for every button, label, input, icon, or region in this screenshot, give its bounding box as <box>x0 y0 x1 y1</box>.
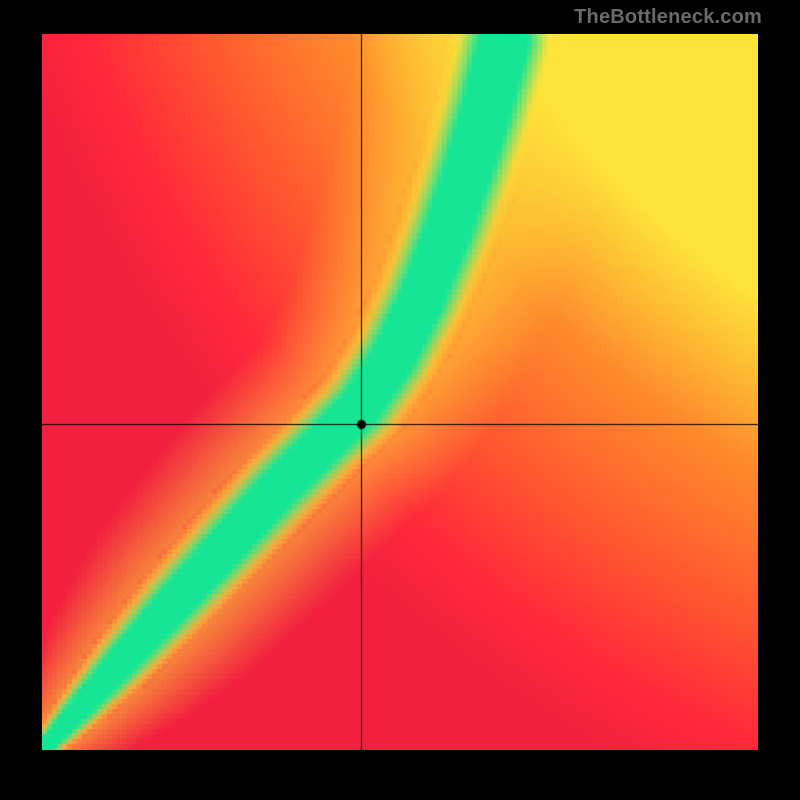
bottleneck-heatmap <box>42 34 758 750</box>
watermark-text: TheBottleneck.com <box>574 6 762 29</box>
